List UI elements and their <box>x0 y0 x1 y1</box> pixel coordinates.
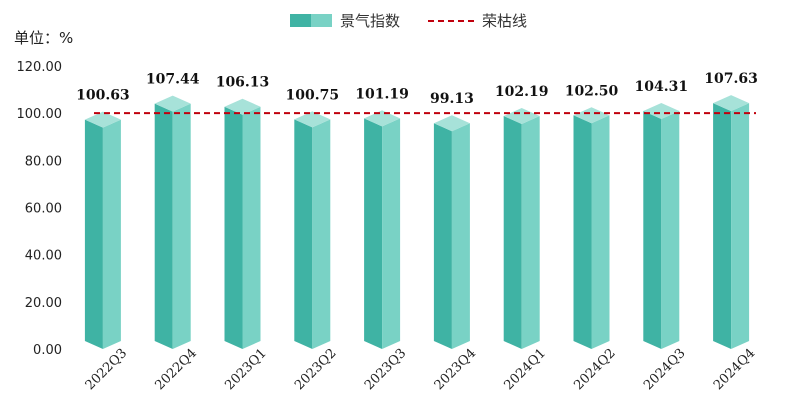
bar-value-label: 102.19 <box>495 84 549 100</box>
bar-front-face <box>573 115 592 349</box>
bar-value-label: 107.63 <box>704 71 758 87</box>
y-tick-label: 40.00 <box>25 249 62 264</box>
bar-side-face <box>731 103 750 350</box>
bar-side-face <box>591 115 610 349</box>
bar-value-label: 101.19 <box>355 86 409 102</box>
bar-side-face <box>172 103 191 349</box>
bar-value-label: 100.75 <box>286 87 340 103</box>
y-tick-label: 0.00 <box>33 343 62 358</box>
legend-item-line: 荣枯线 <box>428 10 527 31</box>
bar-top-face <box>643 103 680 120</box>
legend: 景气指数 荣枯线 <box>290 10 555 31</box>
legend-label-index: 景气指数 <box>340 12 401 30</box>
x-category-label: 2023Q1 <box>222 346 269 393</box>
x-category-label: 2024Q1 <box>502 346 549 393</box>
x-category-label: 2024Q4 <box>711 346 758 393</box>
bar-top-face <box>433 115 470 132</box>
x-category-label: 2023Q4 <box>432 346 479 393</box>
y-tick-label: 120.00 <box>17 60 63 75</box>
unit-label: 单位：% <box>14 29 74 47</box>
bar-value-label: 100.63 <box>76 88 130 104</box>
bar-top-face <box>503 108 540 125</box>
bar-top-face <box>573 107 610 124</box>
x-category-label: 2024Q3 <box>641 346 688 393</box>
bar-side-face <box>661 111 680 349</box>
legend-item-index: 景气指数 <box>290 10 400 31</box>
bar-front-face <box>364 118 383 349</box>
y-tick-label: 80.00 <box>25 154 62 169</box>
x-category-label: 2022Q4 <box>153 346 200 393</box>
y-tick-label: 20.00 <box>25 296 62 311</box>
bar-top-face <box>224 98 261 115</box>
bar-top-face <box>364 110 401 127</box>
bar-side-face <box>451 123 470 349</box>
bar-top-face <box>713 95 750 112</box>
bar-front-face <box>224 106 243 349</box>
bar-front-face <box>433 123 452 349</box>
legend-swatch-bar <box>290 14 332 27</box>
bar-value-label: 102.50 <box>565 83 619 99</box>
bar-top-face <box>154 95 191 112</box>
bar-side-face <box>102 119 121 350</box>
bar-front-face <box>294 119 313 349</box>
x-category-label: 2023Q3 <box>362 346 409 393</box>
bar-front-face <box>84 119 103 350</box>
x-category-label: 2024Q2 <box>571 346 618 393</box>
bar-top-face <box>294 111 331 128</box>
bar-top-face <box>84 111 121 128</box>
bar-front-face <box>713 103 732 350</box>
bar-side-face <box>382 118 401 349</box>
bar-value-label: 107.44 <box>146 72 200 88</box>
bar-front-face <box>503 116 522 349</box>
bar-front-face <box>154 103 173 349</box>
legend-label-line: 荣枯线 <box>482 12 528 30</box>
y-tick-label: 100.00 <box>17 107 63 122</box>
x-category-label: 2023Q2 <box>292 346 339 393</box>
y-tick-label: 60.00 <box>25 202 62 217</box>
bar-front-face <box>643 111 662 349</box>
bar-side-face <box>312 119 331 349</box>
bar-side-face <box>521 116 540 349</box>
legend-swatch-line <box>428 19 475 22</box>
bar-side-face <box>242 106 261 349</box>
bar-value-label: 106.13 <box>216 75 270 91</box>
bar-value-label: 104.31 <box>635 79 689 95</box>
x-category-label: 2022Q3 <box>83 346 130 393</box>
bar-value-label: 99.13 <box>430 91 474 107</box>
